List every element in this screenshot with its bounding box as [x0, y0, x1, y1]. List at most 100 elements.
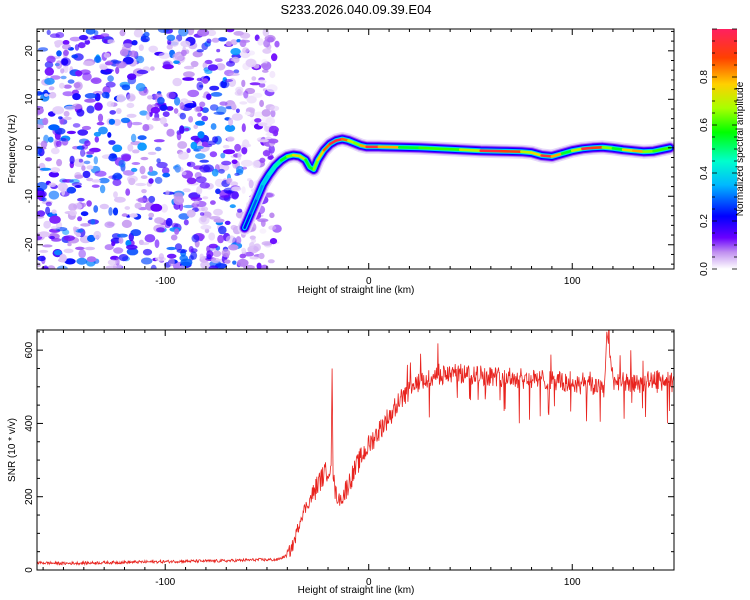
noise-blob [60, 57, 71, 67]
noise-blob [253, 243, 261, 252]
noise-blob [105, 81, 116, 88]
noise-blob [154, 146, 162, 152]
noise-blob [182, 188, 191, 193]
noise-blob [45, 206, 51, 215]
noise-blob [206, 38, 212, 44]
noise-blob [202, 78, 209, 84]
noise-blob [235, 108, 240, 114]
noise-blob [235, 236, 242, 245]
y-tick-label: 20 [24, 45, 35, 57]
noise-blob [37, 91, 43, 96]
noise-blob [165, 218, 173, 227]
noise-blob [111, 241, 116, 247]
ridge-segment [530, 151, 544, 157]
noise-blob [252, 160, 261, 169]
noise-blob [77, 197, 85, 202]
ridge-segment [550, 152, 564, 158]
noise-blob [235, 86, 244, 93]
noise-blob [180, 40, 191, 47]
noise-blob [85, 29, 96, 35]
ridge-segment [377, 145, 401, 149]
colorbar-label: Normalized spectral amplitude [735, 81, 746, 216]
snr-series-line [37, 330, 674, 566]
noise-blob [57, 265, 68, 269]
noise-blob [196, 81, 204, 91]
ridge-segment [611, 147, 625, 151]
noise-blob [121, 213, 128, 217]
noise-blob [50, 147, 60, 155]
noise-blob [67, 79, 75, 84]
noise-blob [63, 235, 75, 242]
noise-blob [129, 50, 138, 58]
noise-blob [206, 29, 217, 37]
noise-blob [82, 60, 94, 67]
noise-blob [218, 37, 228, 42]
noise-blob [40, 140, 48, 149]
noise-blob [217, 234, 225, 244]
noise-blob [71, 182, 82, 187]
noise-blob [112, 178, 122, 187]
noise-blob [241, 247, 246, 253]
ridge-segment [458, 148, 483, 152]
noise-blob [195, 145, 204, 150]
noise-blob [105, 265, 118, 269]
noise-blob [243, 90, 249, 99]
noise-blob [211, 37, 220, 43]
x-tick-label: -100 [155, 276, 175, 287]
noise-blob [188, 246, 194, 253]
noise-blob [58, 137, 67, 142]
noise-blob [77, 129, 89, 136]
noise-blob [145, 111, 151, 121]
noise-blob [75, 246, 84, 250]
noise-blob [213, 208, 223, 216]
noise-blob [55, 140, 62, 148]
colorbar-ticks: 0.0 0.2 0.4 0.6 0.8 [699, 28, 737, 276]
noise-blob [257, 218, 269, 223]
y-tick-label: 200 [24, 488, 35, 505]
noise-blob [197, 112, 202, 117]
y-tick-label: 400 [24, 415, 35, 432]
noise-blob [66, 130, 76, 135]
noise-blob [251, 76, 257, 81]
noise-blob [139, 110, 148, 116]
noise-blob [103, 39, 108, 44]
noise-blob [257, 38, 264, 46]
noise-blob [74, 44, 80, 51]
noise-blob [131, 167, 138, 172]
noise-blob [96, 121, 105, 126]
noise-blob [69, 36, 81, 42]
noise-blob [231, 103, 237, 111]
ridge-segment [621, 148, 635, 152]
noise-blob [131, 40, 138, 46]
noise-blob [148, 45, 158, 53]
noise-blob [237, 208, 243, 213]
noise-blob [58, 116, 63, 120]
noise-blob [237, 258, 249, 267]
noise-blob [173, 196, 185, 205]
noise-blob [147, 170, 158, 176]
x-tick-label: 100 [564, 577, 581, 588]
noise-blob [75, 70, 83, 77]
noise-blob [183, 219, 189, 226]
colorbar-tick-label: 0.4 [699, 166, 710, 180]
noise-blob [50, 75, 61, 80]
noise-blob [268, 145, 275, 154]
noise-blob [45, 201, 52, 207]
noise-blob [98, 126, 108, 135]
noise-blob [93, 131, 101, 137]
noise-blob [199, 253, 204, 260]
noise-blob [48, 182, 57, 187]
noise-blob [162, 172, 171, 178]
noise-blob [229, 181, 239, 186]
noise-blob [174, 96, 181, 106]
noise-blob [262, 48, 272, 54]
noise-blob [131, 121, 143, 126]
noise-blob [210, 92, 223, 97]
colorbar-tick-label: 0.2 [699, 214, 710, 228]
colorbar-tick-label: 0.0 [699, 262, 710, 276]
noise-blob [49, 215, 61, 224]
noise-blob [259, 228, 267, 234]
noise-blob [48, 91, 57, 99]
x-axis-label-top: Height of straight line (km) [298, 285, 415, 296]
